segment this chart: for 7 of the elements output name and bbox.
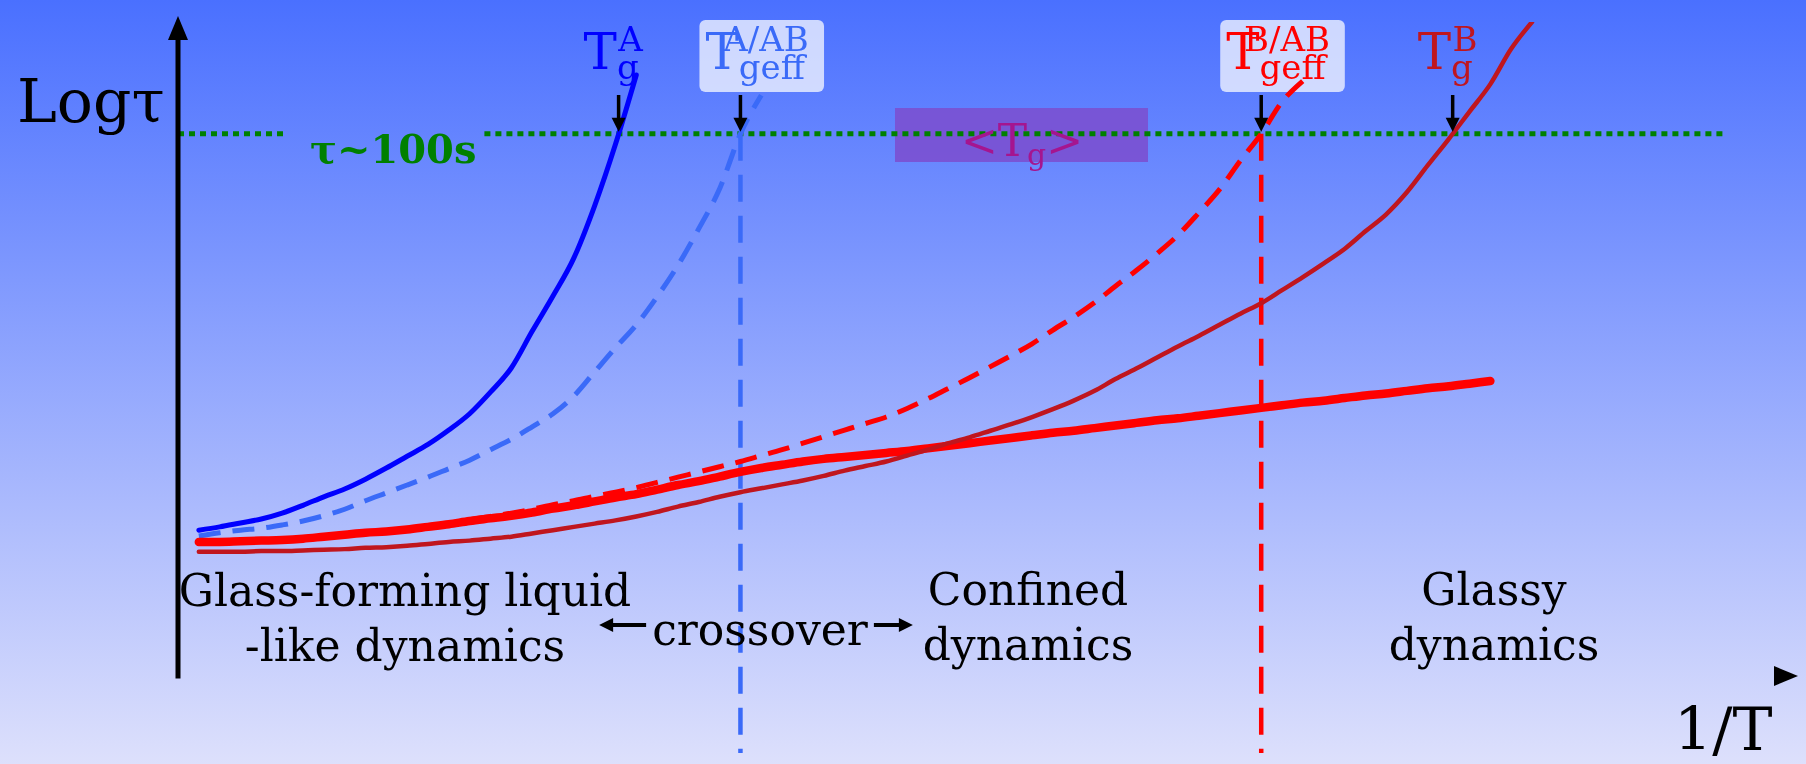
ref-line-label: τ~100s bbox=[310, 124, 477, 172]
y-axis-title: Logτ bbox=[17, 66, 165, 136]
annotation: Confined dynamics bbox=[922, 564, 1134, 670]
x-axis-title: 1/T bbox=[1674, 694, 1773, 764]
annotation: crossover bbox=[652, 604, 869, 655]
annotation: Glassy dynamics bbox=[1388, 564, 1600, 670]
annotation: Glass-forming liquid -like dynamics bbox=[178, 565, 632, 671]
